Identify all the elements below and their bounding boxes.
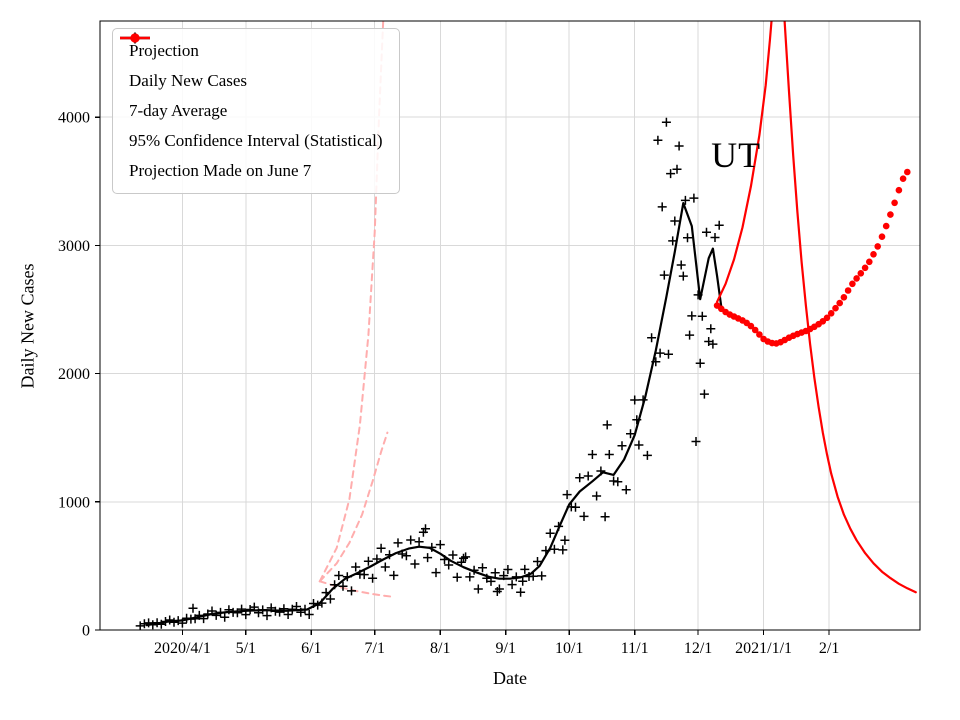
y-tick-label: 1000 xyxy=(58,494,90,511)
series-projection_june7_fall xyxy=(783,21,917,594)
x-tick-label: 2021/1/1 xyxy=(735,640,792,657)
x-tick-label: 8/1 xyxy=(430,640,450,657)
x-tick-label: 2/1 xyxy=(819,640,839,657)
series-layer xyxy=(135,21,917,630)
tick-labels: 2020/4/1 5/1 6/1 7/1 8/1 9/1 10/1 11/1 12/1 2021/… xyxy=(58,110,839,657)
legend-label: Projection xyxy=(129,41,199,60)
legend-label: Projection Made on June 7 xyxy=(129,161,312,180)
series-ci_mid xyxy=(318,431,389,583)
x-tick-label: 10/1 xyxy=(555,640,583,657)
x-tick-label: 7/1 xyxy=(365,640,385,657)
x-tick-label: 11/1 xyxy=(621,640,649,657)
legend-item: 7-day Average xyxy=(120,36,383,126)
x-tick-label: 12/1 xyxy=(684,640,712,657)
series-projection xyxy=(713,168,911,347)
x-tick-label: 9/1 xyxy=(496,640,516,657)
legend-label: 7-day Average xyxy=(129,101,228,120)
line-marker-icon xyxy=(120,36,150,40)
x-tick-label: 2020/4/1 xyxy=(154,640,211,657)
y-axis-label: Daily New Cases xyxy=(17,263,38,389)
legend-label: 95% Confidence Interval (Statistical) xyxy=(129,131,383,150)
series-daily_new_cases xyxy=(135,117,724,630)
y-tick-label: 3000 xyxy=(58,238,90,255)
x-tick-label: 5/1 xyxy=(236,640,256,657)
series-projection_june7_rise xyxy=(716,21,773,303)
legend-item: Daily New Cases xyxy=(121,32,383,96)
legend-item: Projection xyxy=(121,33,383,66)
state-annotation: UT xyxy=(711,134,762,175)
axes xyxy=(95,20,921,635)
x-axis-label: Date xyxy=(493,668,527,688)
legend: Projection Daily New Cases 7-day Average 95… xyxy=(112,28,400,194)
legend-label: Daily New Cases xyxy=(129,71,248,90)
y-tick-label: 4000 xyxy=(58,110,90,127)
y-tick-label: 0 xyxy=(82,623,90,640)
series-ci_upper xyxy=(318,21,385,583)
legend-item: Projection Made on June 7 xyxy=(120,36,383,186)
x-tick-label: 6/1 xyxy=(301,640,321,657)
legend-item: 95% Confidence Interval (Statistical) xyxy=(121,33,383,156)
y-tick-label: 2000 xyxy=(58,366,90,383)
